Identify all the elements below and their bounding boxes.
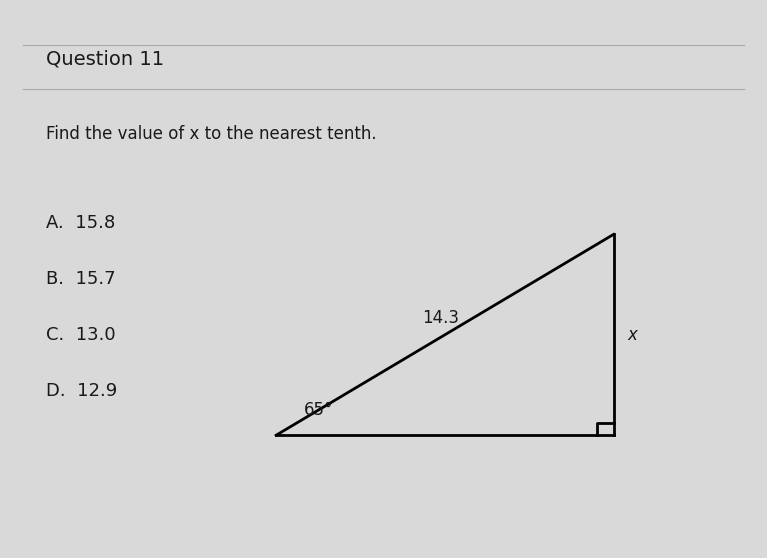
Text: B.  15.7: B. 15.7 bbox=[46, 270, 116, 288]
Text: 65°: 65° bbox=[304, 401, 333, 419]
Text: Question 11: Question 11 bbox=[46, 49, 164, 68]
Text: A.  15.8: A. 15.8 bbox=[46, 214, 115, 232]
Text: x: x bbox=[628, 326, 637, 344]
Text: 14.3: 14.3 bbox=[423, 309, 459, 327]
Text: C.  13.0: C. 13.0 bbox=[46, 326, 116, 344]
Text: Find the value of x to the nearest tenth.: Find the value of x to the nearest tenth… bbox=[46, 125, 377, 143]
Text: D.  12.9: D. 12.9 bbox=[46, 382, 117, 400]
